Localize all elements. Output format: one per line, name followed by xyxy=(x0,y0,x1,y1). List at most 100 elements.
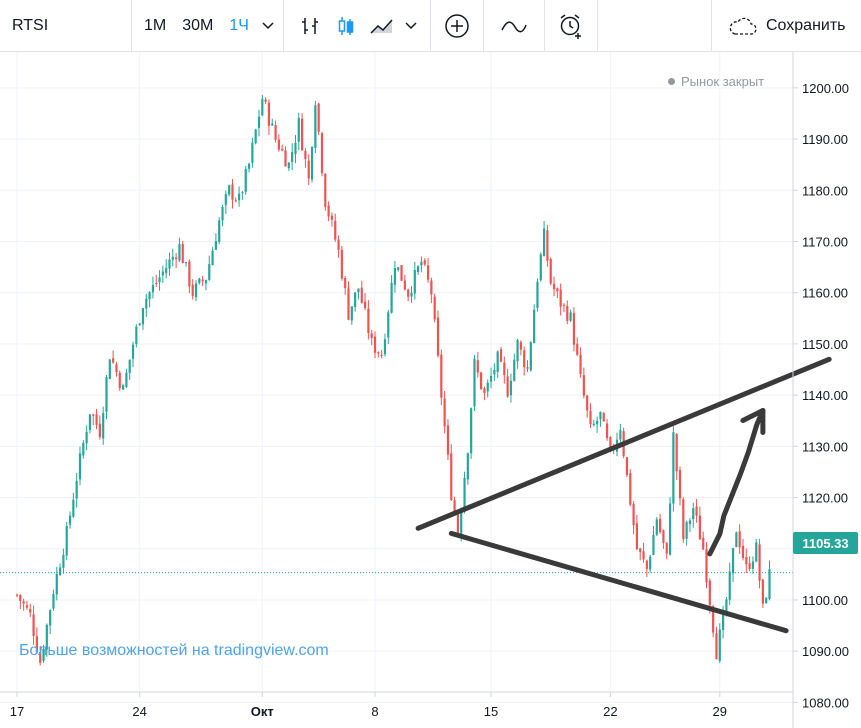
candle xyxy=(297,112,300,151)
candle xyxy=(271,118,274,126)
candle xyxy=(112,350,115,364)
candle xyxy=(274,120,277,143)
candle xyxy=(433,293,436,323)
hand-drawn-arrow[interactable] xyxy=(707,407,766,557)
candle xyxy=(261,94,264,117)
candle xyxy=(88,414,92,434)
candle xyxy=(748,556,751,572)
x-tick-label: 24 xyxy=(132,704,146,719)
candle xyxy=(493,363,496,381)
candle xyxy=(735,531,738,548)
candle xyxy=(211,247,214,266)
candle xyxy=(695,499,698,523)
candle xyxy=(562,303,566,313)
candle xyxy=(476,351,479,378)
candle xyxy=(629,469,632,507)
candle xyxy=(755,539,758,563)
candle xyxy=(390,275,393,314)
candle xyxy=(244,165,247,195)
candle xyxy=(635,514,639,551)
candle xyxy=(317,102,320,136)
symbol-search[interactable]: RTSI xyxy=(0,0,132,52)
candle xyxy=(22,598,25,611)
candle xyxy=(55,566,58,601)
trend-line[interactable] xyxy=(448,530,789,634)
candle xyxy=(82,439,85,459)
candle xyxy=(576,337,579,357)
candle xyxy=(549,257,552,286)
interval-1h[interactable]: 1Ч xyxy=(229,16,249,34)
candle xyxy=(151,276,155,299)
candles-icon[interactable] xyxy=(328,8,364,44)
price-axis: 1080.001090.001100.001110.001120.001130.… xyxy=(793,81,849,710)
candle xyxy=(98,415,101,440)
candle xyxy=(168,252,171,276)
cloud-icon xyxy=(729,17,757,35)
interval-30m[interactable]: 30М xyxy=(182,16,214,34)
candle xyxy=(440,349,443,406)
candle xyxy=(204,279,208,291)
candle xyxy=(267,99,271,135)
candle xyxy=(238,186,241,207)
candle xyxy=(662,529,665,549)
tradingview-link[interactable]: Больше возможностей на tradingview.com xyxy=(19,642,329,659)
candle xyxy=(675,433,678,480)
candle xyxy=(430,277,433,304)
candle xyxy=(745,548,748,574)
chevron-down-icon[interactable] xyxy=(400,21,422,30)
candle xyxy=(589,403,592,428)
candle xyxy=(128,359,131,380)
chevron-down-icon[interactable] xyxy=(257,21,279,30)
indicators-group xyxy=(431,0,484,52)
candle xyxy=(566,300,569,325)
candle xyxy=(582,367,585,399)
candle xyxy=(300,113,304,151)
candle xyxy=(705,542,708,589)
y-tick-label: 1170.00 xyxy=(802,234,848,249)
candle xyxy=(350,306,353,325)
compare-wave-icon[interactable] xyxy=(492,8,536,44)
candle xyxy=(446,419,450,460)
candle xyxy=(539,252,542,282)
candle xyxy=(489,367,493,389)
price-chart[interactable]: 1080.001090.001100.001110.001120.001130.… xyxy=(0,52,861,728)
candle xyxy=(138,322,141,326)
time-axis: 17 24 Окт 8 15 22 29 xyxy=(10,692,727,719)
candle xyxy=(32,605,35,645)
candle xyxy=(642,542,645,563)
candle xyxy=(738,524,741,554)
candle xyxy=(304,148,307,168)
add-indicator-icon[interactable] xyxy=(439,8,475,44)
bars-icon[interactable] xyxy=(292,8,328,44)
candle xyxy=(470,407,473,459)
candle xyxy=(655,517,658,537)
candle xyxy=(403,274,406,291)
candle xyxy=(682,497,685,544)
area-chart-icon[interactable] xyxy=(364,8,400,44)
candle xyxy=(49,609,52,634)
candle xyxy=(569,309,572,323)
x-tick-label: 15 xyxy=(484,704,498,719)
candle xyxy=(426,258,430,283)
candle xyxy=(188,259,191,294)
candle xyxy=(141,307,145,330)
candle xyxy=(761,578,764,608)
y-tick-label: 1140.00 xyxy=(802,388,848,403)
candle xyxy=(320,131,324,177)
trend-line[interactable] xyxy=(415,356,832,531)
alarm-clock-icon[interactable] xyxy=(553,8,589,44)
candle xyxy=(619,423,622,445)
candle xyxy=(95,408,98,430)
candle xyxy=(473,355,476,411)
candle xyxy=(466,452,469,485)
candle xyxy=(171,248,174,267)
interval-1m[interactable]: 1М xyxy=(144,16,167,34)
chart-grid xyxy=(0,52,793,703)
candle xyxy=(115,361,118,377)
save-button[interactable]: Сохранить xyxy=(711,0,861,52)
candle xyxy=(29,603,32,618)
candle xyxy=(228,184,231,197)
candle xyxy=(52,589,55,611)
candle xyxy=(221,204,224,227)
save-label: Сохранить xyxy=(766,17,846,34)
